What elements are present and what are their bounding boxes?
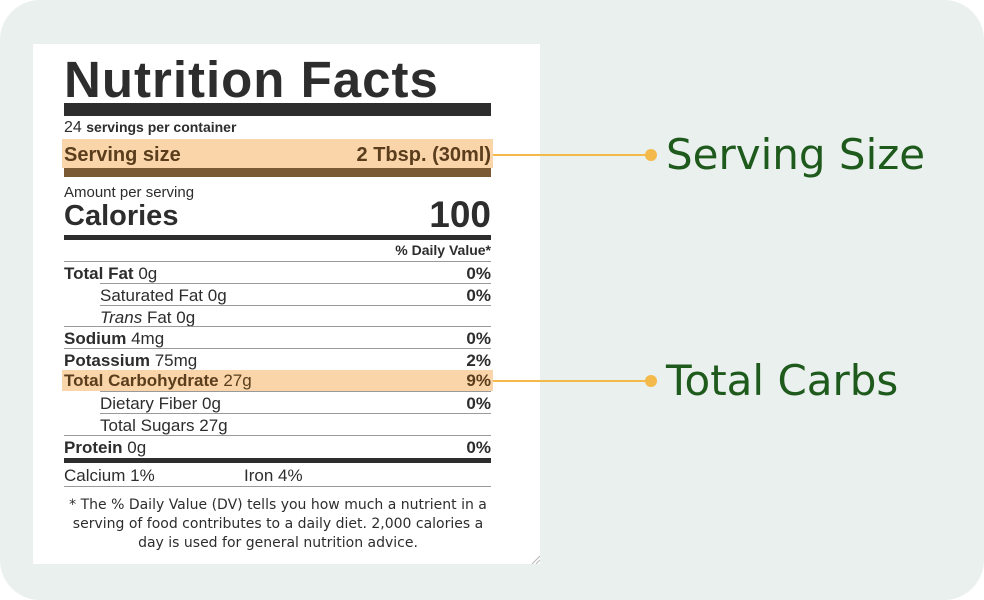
nutrient-amount: 0g: [138, 264, 158, 283]
servings-text: servings per container: [86, 119, 237, 135]
divider: [100, 413, 491, 414]
daily-value-header: % Daily Value*: [395, 242, 491, 258]
nutrient-dv: 9%: [466, 371, 491, 390]
nutrient-amount: 0g: [127, 438, 147, 457]
nutrient-name: Saturated Fat: [100, 286, 204, 305]
nutrient-amount: 27g: [199, 416, 228, 435]
label-title: Nutrition Facts: [64, 51, 439, 108]
nutrient-name: Total Sugars: [100, 416, 195, 435]
calories-label: Calories: [64, 200, 179, 232]
divider: [64, 486, 491, 487]
nutrient-amount: 4mg: [131, 329, 165, 348]
nutrient-dv: 0%: [466, 329, 491, 348]
nutrient-dv: 0%: [466, 394, 491, 413]
amount-row: Amount per serving: [64, 182, 491, 204]
corner-mark: [531, 555, 540, 564]
nutrient-dv: 0%: [466, 286, 491, 305]
serving-size-connector: [493, 154, 651, 156]
amount-per-serving: Amount per serving: [64, 184, 195, 201]
calories-row: Calories 100: [64, 194, 491, 236]
serving-rule: [64, 168, 491, 177]
iron: Iron 4%: [244, 466, 303, 485]
calcium: Calcium 1%: [64, 466, 155, 485]
nutrient-name: Dietary Fiber: [100, 394, 198, 413]
nutrient-dv: 0%: [466, 438, 491, 457]
nutrient-name: Protein: [64, 438, 123, 457]
nutrient-name: Sodium: [64, 329, 127, 348]
serving-size-label: Serving size: [64, 144, 181, 166]
nutrient-row-total-sugars: Total Sugars 27g: [100, 414, 491, 436]
divider: [100, 283, 491, 284]
nutrient-row-saturated-fat: Saturated Fat 0g 0%: [100, 284, 491, 306]
nutrient-name: Total Fat: [64, 264, 134, 283]
total-carbs-highlight: [62, 370, 493, 391]
protein-rule: [64, 458, 491, 463]
serving-size-value: 2 Tbsp. (30ml): [356, 144, 491, 166]
serving-size-highlight: [62, 139, 493, 168]
nutrient-amount: 27g: [223, 371, 252, 390]
nutrient-row-trans-fat: Trans Fat 0g: [100, 306, 491, 328]
servings-row: 24 servings per container: [64, 117, 491, 139]
divider: [100, 391, 491, 392]
divider: [100, 305, 491, 306]
servings-count: 24: [64, 119, 82, 136]
nutrient-dv: 0%: [466, 264, 491, 283]
nutrient-row-dietary-fiber: Dietary Fiber 0g 0%: [100, 392, 491, 414]
divider: [64, 261, 491, 262]
nutrient-row-total-fat: Total Fat 0g 0%: [64, 262, 491, 284]
divider: [64, 326, 491, 327]
serving-size-annotation: Serving Size: [666, 130, 926, 179]
nutrient-name: Potassium: [64, 351, 150, 370]
calories-value: 100: [429, 194, 491, 235]
footnote: * The % Daily Value (DV) tells you how m…: [69, 497, 487, 551]
divider: [64, 435, 491, 436]
nutrient-dv: 2%: [466, 351, 491, 370]
nutrient-amount: 75mg: [154, 351, 198, 370]
divider: [64, 348, 491, 349]
nutrient-amount: 0g: [176, 308, 196, 327]
nutrient-name-italic: Trans: [100, 308, 143, 327]
nutrient-row-sodium: Sodium 4mg 0%: [64, 327, 491, 349]
nutrient-row-protein: Protein 0g 0%: [64, 436, 491, 458]
nutrition-label: [33, 44, 540, 564]
minerals-row: Calcium 1% Iron 4%: [64, 464, 491, 486]
daily-value-header-row: % Daily Value*: [64, 240, 491, 262]
serving-size-row: Serving size 2 Tbsp. (30ml): [64, 142, 491, 168]
nutrient-row-total-carbohydrate: Total Carbohydrate 27g 9%: [64, 370, 491, 392]
calories-rule: [64, 235, 491, 240]
nutrient-name: Total Carbohydrate: [64, 371, 219, 390]
total-carbs-connector: [493, 380, 651, 382]
nutrient-amount: 0g: [202, 394, 221, 413]
nutrient-name: Fat: [146, 308, 172, 327]
nutrient-amount: 0g: [207, 286, 227, 305]
serving-size-dot: [645, 149, 657, 161]
total-carbs-annotation: Total Carbs: [666, 356, 899, 405]
title-rule: [64, 103, 491, 116]
nutrient-row-potassium: Potassium 75mg 2%: [64, 349, 491, 371]
total-carbs-dot: [645, 375, 657, 387]
